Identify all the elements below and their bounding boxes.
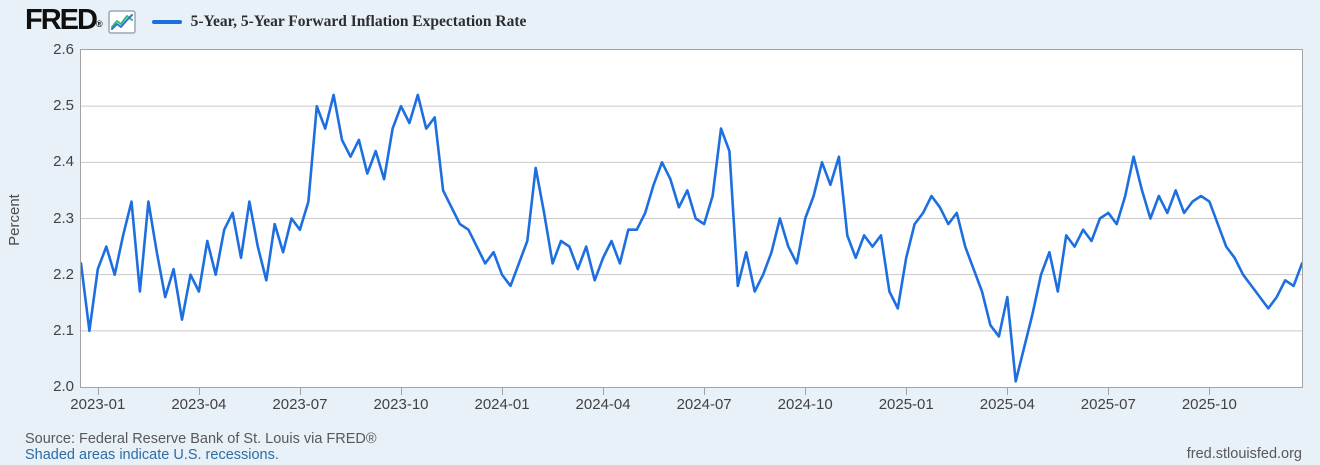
series-line — [81, 93, 1302, 383]
x-tick-mark — [603, 388, 605, 395]
legend-series-toggle[interactable]: 5-Year, 5-Year Forward Inflation Expecta… — [151, 13, 527, 31]
fred-site-link[interactable]: fred.stlouisfed.org — [1186, 446, 1302, 462]
x-tick-label: 2025-07 — [1080, 396, 1136, 413]
x-tick-label: 2023-07 — [272, 396, 328, 413]
fred-graph-icon — [107, 10, 136, 34]
x-tick-mark — [1108, 388, 1110, 395]
x-tick-mark — [1007, 388, 1009, 395]
x-tick-mark — [1209, 388, 1211, 395]
legend-line-swatch — [151, 20, 182, 24]
x-tick-mark — [400, 388, 402, 395]
x-tick-label: 2024-04 — [575, 396, 631, 413]
x-tick-label: 2024-01 — [474, 396, 530, 413]
x-tick-mark — [299, 388, 301, 395]
x-tick-mark — [704, 388, 706, 395]
chart-header: FRED® 5-Year, 5-Year Forward Inflation E… — [25, 5, 527, 39]
fred-logo-text: FRED — [25, 4, 98, 36]
x-tick-label: 2025-10 — [1181, 396, 1237, 413]
x-tick-mark — [906, 388, 908, 395]
x-tick-mark — [502, 388, 504, 395]
x-tick-label: 2024-07 — [676, 396, 732, 413]
x-tick-label: 2025-04 — [979, 396, 1035, 413]
x-tick-mark — [198, 388, 200, 395]
chart-plot-area[interactable] — [80, 49, 1303, 388]
fred-logo[interactable]: FRED® — [25, 5, 103, 39]
x-tick-mark — [97, 388, 99, 395]
x-tick-label: 2024-10 — [777, 396, 833, 413]
x-tick-label: 2023-01 — [70, 396, 126, 413]
source-note: Source: Federal Reserve Bank of St. Loui… — [25, 431, 377, 447]
y-tick-label: 2.4 — [53, 153, 74, 171]
series-line-svg — [81, 93, 1302, 383]
recession-note-link[interactable]: Shaded areas indicate U.S. recessions. — [25, 447, 279, 463]
y-tick-label: 2.3 — [53, 209, 74, 227]
y-tick-label: 2.0 — [53, 378, 74, 395]
registered-mark: ® — [95, 19, 103, 29]
y-tick-label: 2.2 — [53, 265, 74, 283]
y-axis-title: Percent — [6, 194, 23, 246]
y-tick-label: 2.1 — [53, 321, 74, 339]
x-tick-label: 2025-01 — [878, 396, 934, 413]
x-tick-label: 2023-04 — [171, 396, 227, 413]
legend-series-label: 5-Year, 5-Year Forward Inflation Expecta… — [190, 13, 527, 30]
y-tick-label: 2.5 — [53, 97, 74, 115]
y-tick-label: 2.6 — [53, 41, 74, 58]
x-tick-label: 2023-10 — [373, 396, 429, 413]
x-tick-mark — [805, 388, 807, 395]
